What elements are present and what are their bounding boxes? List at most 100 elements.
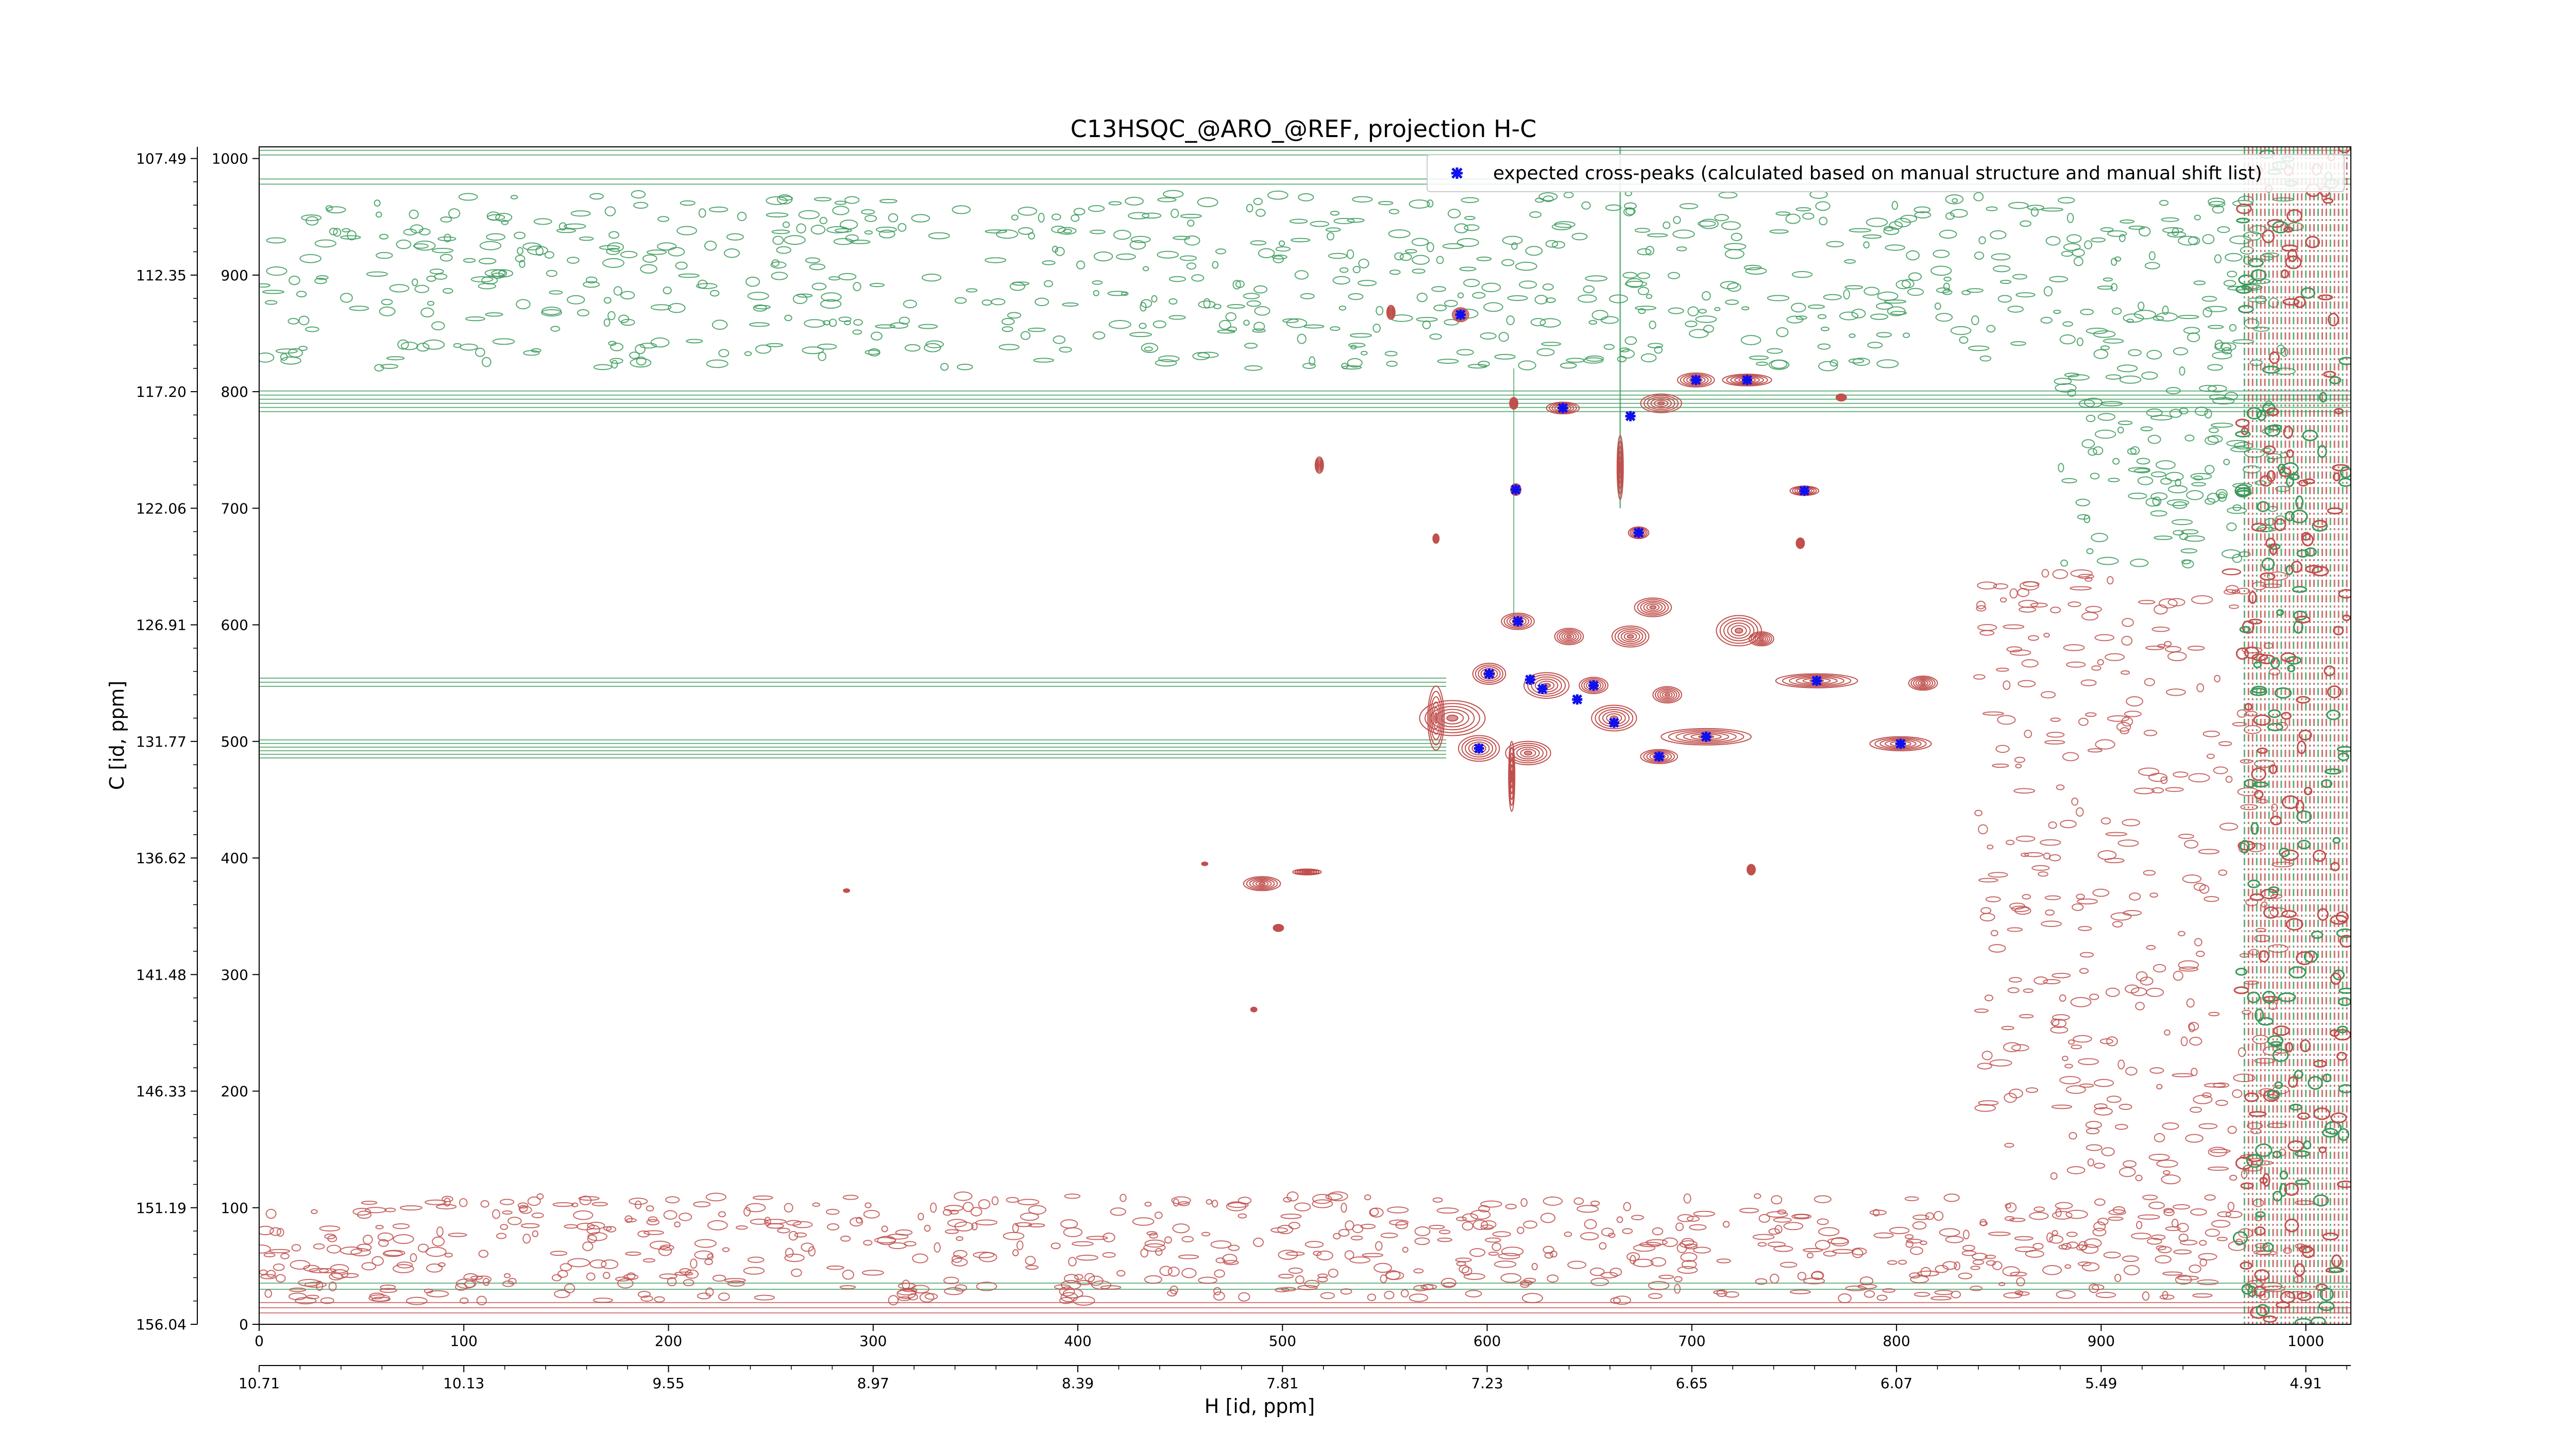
solvent-contour	[2257, 747, 2268, 754]
noise-contour	[635, 1200, 642, 1209]
noise-contour	[908, 1293, 919, 1301]
peak-contour	[1749, 631, 1774, 647]
noise-contour	[2216, 1237, 2228, 1241]
noise-contour	[1313, 1251, 1322, 1256]
contour-level	[1913, 678, 1934, 688]
noise-contour	[609, 358, 623, 364]
expected-peak-marker	[1588, 680, 1599, 691]
noise-contour	[1146, 1231, 1158, 1236]
noise-contour	[434, 273, 448, 280]
solvent-contour	[2272, 1190, 2283, 1202]
solvent-contour	[2247, 879, 2260, 888]
noise-contour	[1530, 318, 1546, 327]
noise-contour	[643, 1230, 664, 1235]
peak-contour	[1273, 924, 1284, 932]
noise-contour	[1481, 1220, 1497, 1229]
noise-contour	[1015, 1222, 1032, 1227]
noise-contour	[262, 290, 285, 294]
noise-contour	[2042, 1265, 2062, 1275]
noise-contour	[2112, 458, 2120, 465]
noise-contour	[1560, 362, 1577, 369]
noise-contour	[1545, 240, 1558, 248]
noise-contour	[260, 1274, 277, 1279]
noise-contour	[1006, 1197, 1019, 1203]
noise-contour	[586, 1272, 596, 1281]
noise-contour	[1725, 299, 1739, 305]
noise-contour	[2173, 1249, 2192, 1255]
contour-level	[1634, 597, 1672, 617]
contour-level	[1908, 676, 1938, 691]
noise-contour	[448, 208, 461, 219]
noise-contour	[2021, 659, 2039, 668]
solvent-contour	[2272, 1150, 2282, 1158]
noise-contour	[1986, 325, 1996, 333]
contour-level	[1910, 677, 1936, 690]
noise-contour	[1773, 1217, 1792, 1223]
noise-contour	[2046, 1232, 2053, 1243]
solvent-contour	[2251, 767, 2266, 781]
noise-contour	[2003, 680, 2011, 690]
contour-level	[1920, 681, 1926, 685]
noise-contour	[1839, 311, 1859, 321]
noise-contour	[2165, 471, 2184, 481]
noise-contour	[2213, 766, 2228, 774]
noise-contour	[1820, 326, 1829, 331]
noise-contour	[1981, 1051, 1993, 1060]
noise-contour	[1345, 1220, 1354, 1231]
noise-contour	[1891, 200, 1899, 210]
noise-contour	[1426, 242, 1434, 252]
solvent-contour	[2327, 507, 2343, 515]
noise-contour	[2232, 1089, 2243, 1098]
solvent-contour	[2262, 1173, 2270, 1187]
noise-contour	[1583, 285, 1595, 294]
solvent-contour	[2293, 296, 2306, 308]
noise-contour	[311, 1209, 318, 1215]
contour-level	[1446, 714, 1459, 722]
peak-contour	[1427, 685, 1445, 751]
noise-contour	[2205, 1228, 2220, 1237]
noise-contour	[1347, 358, 1363, 368]
noise-contour	[888, 1295, 899, 1306]
noise-contour	[2141, 372, 2158, 380]
solvent-contour	[2317, 908, 2329, 921]
noise-contour	[1731, 232, 1742, 241]
noise-contour	[1625, 207, 1636, 215]
noise-contour	[485, 312, 503, 317]
noise-contour	[1192, 352, 1210, 360]
noise-contour	[2173, 970, 2183, 981]
noise-contour	[2051, 1104, 2073, 1109]
noise-contour	[2029, 1211, 2049, 1220]
noise-contour	[1244, 343, 1258, 349]
noise-contour	[1033, 358, 1055, 363]
noise-contour	[1402, 1246, 1409, 1253]
noise-contour	[1995, 745, 2010, 753]
noise-contour	[1525, 246, 1543, 256]
noise-contour	[586, 1225, 600, 1235]
noise-contour	[2094, 1198, 2106, 1206]
noise-contour	[2023, 988, 2033, 993]
solvent-contour	[2278, 463, 2286, 474]
noise-contour	[1332, 276, 1350, 285]
noise-contour	[899, 316, 910, 325]
y-tick-label: 0	[239, 1316, 248, 1333]
noise-contour	[611, 360, 618, 369]
noise-contour	[1637, 248, 1652, 256]
noise-contour	[2045, 236, 2061, 246]
noise-contour	[2182, 874, 2202, 884]
noise-contour	[752, 1195, 773, 1200]
noise-contour	[1116, 1270, 1126, 1277]
noise-contour	[608, 231, 620, 239]
noise-contour	[2090, 473, 2100, 480]
contour-level	[1304, 871, 1310, 873]
noise-contour	[629, 1198, 648, 1205]
noise-contour	[550, 326, 561, 332]
noise-contour	[1675, 1222, 1684, 1232]
noise-contour	[522, 1234, 531, 1244]
noise-contour	[305, 326, 319, 332]
solvent-contour	[2313, 1107, 2331, 1120]
noise-contour	[1505, 1203, 1517, 1209]
noise-contour	[1551, 223, 1572, 230]
noise-contour	[2126, 696, 2144, 706]
noise-contour	[1389, 269, 1401, 275]
noise-contour	[420, 307, 434, 318]
